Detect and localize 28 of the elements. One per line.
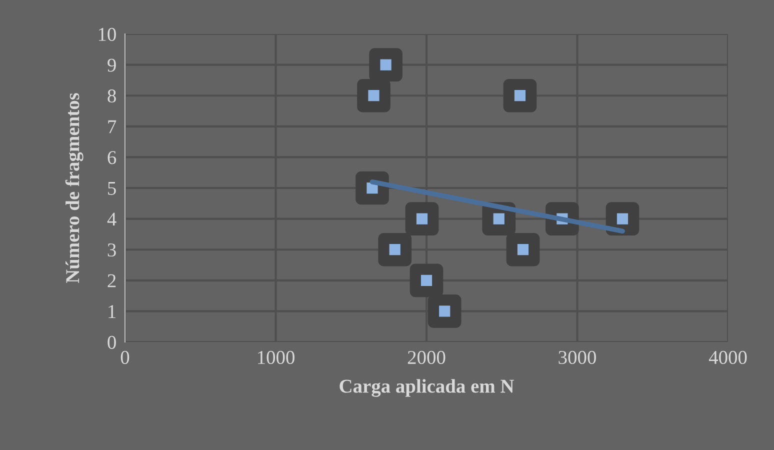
y-tick-label: 7: [108, 120, 116, 134]
y-tick-label: 2: [108, 274, 116, 288]
x-tick-label: 2000: [408, 350, 446, 364]
x-axis-title: Carga aplicada em N: [340, 379, 514, 397]
y-tick-label: 3: [108, 243, 116, 257]
x-tick-label: 0: [120, 350, 130, 364]
x-tick-label: 4000: [708, 350, 747, 364]
point: [410, 264, 444, 298]
point: [369, 48, 402, 82]
point: [506, 232, 540, 266]
x-tick-label: 3000: [558, 350, 596, 364]
point: [503, 78, 537, 112]
point: [357, 78, 390, 112]
y-tick-label: 1: [108, 305, 116, 318]
point: [378, 232, 412, 266]
point: [428, 294, 462, 328]
y-tick-label: 8: [108, 89, 116, 103]
point: [482, 202, 516, 236]
y-tick-label: 0: [108, 336, 116, 349]
y-tick-label: 5: [108, 182, 116, 195]
y-tick-label: 10: [98, 28, 116, 41]
point: [405, 202, 439, 236]
y-tick-label: 9: [108, 58, 116, 72]
point: [606, 202, 640, 236]
y-tick-label: 4: [107, 212, 116, 226]
y-axis-title: Número de fragmentos: [65, 93, 84, 284]
x-tick-label: 1000: [258, 350, 294, 364]
y-tick-label: 6: [108, 151, 116, 164]
